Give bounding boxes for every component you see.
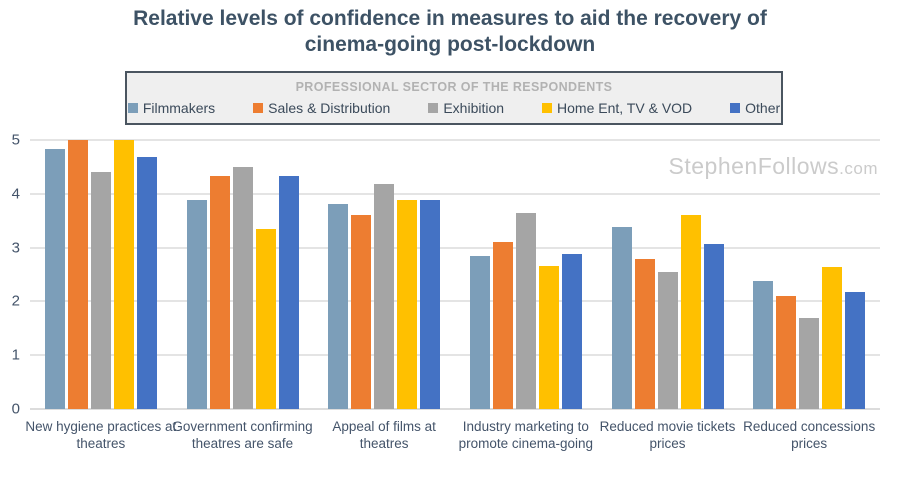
y-tick-label-1: 1	[11, 346, 20, 364]
bar-group-4	[469, 140, 582, 409]
legend-item-other: Other	[730, 100, 780, 116]
legend-item-label: Exhibition	[443, 100, 505, 116]
gridline-y3	[30, 246, 880, 249]
y-tick-label-2: 2	[11, 292, 20, 310]
legend-items: Filmmakers Sales & Distribution Exhibition…	[127, 100, 781, 116]
x-axis-label-3: Appeal of films at theatres	[332, 419, 436, 451]
legend-item-exhibition: Exhibition	[428, 100, 504, 116]
y-tick-label-0: 0	[11, 400, 20, 418]
bar-other	[561, 254, 582, 409]
bar-group-2	[186, 140, 299, 409]
bar-exhibition	[232, 167, 253, 409]
bar-filmmakers	[611, 227, 632, 409]
bar-sales-distribution	[634, 258, 655, 409]
watermark-suffix: .com	[839, 159, 878, 178]
x-axis-label-1: New hygiene practices at theatres	[25, 419, 177, 451]
legend-title: PROFESSIONAL SECTOR OF THE RESPONDENTS	[295, 80, 613, 94]
bar-other	[845, 292, 866, 409]
bar-sales-distribution	[351, 214, 372, 409]
legend-swatch-icon	[428, 103, 439, 113]
y-tick-label-5: 5	[11, 131, 20, 149]
y-tick-label-4: 4	[11, 185, 20, 203]
legend-item-home-ent-tv-vod: Home Ent, TV & VOD	[542, 100, 692, 116]
legend-swatch-icon	[253, 103, 264, 113]
bar-sales-distribution	[67, 140, 88, 409]
bar-other	[703, 244, 724, 409]
x-axis-label-5: Reduced movie tickets prices	[599, 419, 736, 451]
chart-title: Relative levels of confidence in measure…	[0, 6, 900, 58]
bar-sales-distribution	[776, 296, 797, 409]
legend-item-label: Filmmakers	[142, 100, 216, 116]
bar-other	[278, 176, 299, 409]
watermark-main: StephenFollows	[668, 153, 840, 179]
bar-home-ent-tv-vod	[680, 214, 701, 409]
bar-sales-distribution	[209, 176, 230, 409]
bar-other	[136, 157, 157, 409]
bar-exhibition	[799, 317, 820, 409]
bar-home-ent-tv-vod	[822, 266, 843, 409]
legend-box: PROFESSIONAL SECTOR OF THE RESPONDENTS F…	[125, 71, 783, 125]
bar-exhibition	[374, 184, 395, 409]
bar-sales-distribution	[492, 241, 513, 409]
bar-group-1	[44, 140, 157, 409]
chart-title-line1: Relative levels of confidence in measure…	[133, 7, 767, 30]
gridline-y1	[30, 354, 880, 357]
gridline-y5	[30, 139, 880, 141]
bar-filmmakers	[44, 149, 65, 409]
legend-item-filmmakers: Filmmakers	[127, 100, 216, 116]
legend-swatch-icon	[127, 103, 138, 113]
x-axis-label-6: Reduced concessions prices	[743, 419, 876, 451]
bar-filmmakers	[186, 200, 207, 409]
legend-item-sales-distribution: Sales & Distribution	[253, 100, 390, 116]
bar-filmmakers	[753, 280, 774, 409]
bar-other	[420, 200, 441, 409]
bar-home-ent-tv-vod	[113, 140, 134, 409]
bar-home-ent-tv-vod	[255, 228, 276, 409]
bar-exhibition	[515, 213, 536, 409]
chart-title-line2: cinema-going post-lockdown	[304, 33, 596, 56]
watermark: StephenFollows.com	[669, 153, 879, 180]
bar-home-ent-tv-vod	[538, 266, 559, 409]
gridline-y0	[30, 408, 880, 410]
legend-item-label: Sales & Distribution	[268, 100, 391, 116]
x-axis-label-4: Industry marketing to promote cinema-goi…	[458, 419, 593, 451]
legend-item-label: Other	[745, 100, 781, 116]
bar-group-6	[753, 140, 866, 409]
legend-swatch-icon	[730, 103, 741, 113]
bar-group-5	[611, 140, 724, 409]
bar-exhibition	[657, 271, 678, 409]
x-axis-label-2: Government confirming theatres are safe	[172, 419, 313, 451]
gridline-y2	[30, 300, 880, 303]
bar-filmmakers	[328, 204, 349, 409]
y-tick-label-3: 3	[11, 239, 20, 257]
legend-swatch-icon	[542, 103, 553, 113]
legend-item-label: Home Ent, TV & VOD	[557, 100, 693, 116]
gridline-y4	[30, 192, 880, 195]
bar-home-ent-tv-vod	[397, 200, 418, 409]
bar-exhibition	[90, 172, 111, 409]
bar-group-3	[328, 140, 441, 409]
bar-filmmakers	[469, 255, 490, 409]
